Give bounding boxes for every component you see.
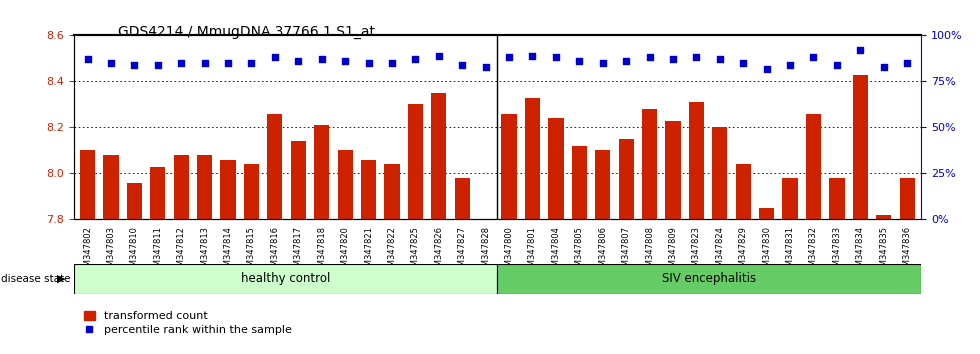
Point: [478, 64, 494, 69]
Bar: [150, 167, 166, 219]
Bar: [571, 146, 587, 219]
Point: [290, 58, 306, 64]
Bar: [736, 164, 751, 219]
Point: [524, 53, 540, 58]
Point: [782, 62, 798, 68]
Point: [665, 57, 681, 62]
Point: [173, 60, 189, 66]
Point: [337, 58, 353, 64]
Bar: [268, 114, 282, 219]
Bar: [361, 160, 376, 219]
Bar: [103, 155, 119, 219]
Bar: [876, 215, 892, 219]
Point: [103, 60, 119, 66]
Bar: [665, 120, 680, 219]
Bar: [126, 183, 142, 219]
Point: [431, 53, 447, 58]
Point: [571, 58, 587, 64]
Bar: [618, 139, 634, 219]
Bar: [525, 97, 540, 219]
Bar: [408, 104, 423, 219]
Point: [618, 58, 634, 64]
Bar: [806, 114, 821, 219]
Point: [384, 60, 400, 66]
Bar: [642, 109, 658, 219]
Bar: [829, 178, 845, 219]
Text: ▶: ▶: [57, 274, 66, 284]
Bar: [455, 178, 469, 219]
Bar: [595, 150, 611, 219]
Bar: [853, 75, 868, 219]
Bar: [502, 114, 516, 219]
Point: [689, 55, 705, 60]
Point: [642, 55, 658, 60]
Bar: [74, 264, 497, 294]
Bar: [900, 178, 914, 219]
Text: GDS4214 / MmugDNA.37766.1.S1_at: GDS4214 / MmugDNA.37766.1.S1_at: [118, 25, 374, 39]
Bar: [291, 141, 306, 219]
Point: [314, 57, 329, 62]
Text: healthy control: healthy control: [241, 272, 330, 285]
Bar: [384, 164, 400, 219]
Legend: transformed count, percentile rank within the sample: transformed count, percentile rank withi…: [79, 307, 296, 339]
Point: [197, 60, 213, 66]
Bar: [197, 155, 213, 219]
Bar: [782, 178, 798, 219]
Point: [244, 60, 260, 66]
Point: [79, 57, 95, 62]
Point: [735, 60, 751, 66]
Text: SIV encephalitis: SIV encephalitis: [662, 272, 757, 285]
Point: [220, 60, 236, 66]
Bar: [689, 102, 704, 219]
Bar: [497, 264, 921, 294]
Point: [853, 47, 868, 53]
Text: disease state: disease state: [1, 274, 71, 284]
Bar: [712, 127, 727, 219]
Point: [900, 60, 915, 66]
Bar: [80, 150, 95, 219]
Bar: [431, 93, 447, 219]
Point: [408, 57, 423, 62]
Point: [501, 55, 516, 60]
Bar: [760, 208, 774, 219]
Point: [455, 62, 470, 68]
Bar: [244, 164, 259, 219]
Point: [712, 57, 728, 62]
Bar: [220, 160, 235, 219]
Point: [759, 66, 774, 72]
Point: [150, 62, 166, 68]
Bar: [315, 125, 329, 219]
Point: [267, 55, 282, 60]
Point: [361, 60, 376, 66]
Point: [548, 55, 564, 60]
Point: [876, 64, 892, 69]
Bar: [548, 118, 564, 219]
Point: [126, 62, 142, 68]
Bar: [173, 155, 189, 219]
Point: [806, 55, 821, 60]
Point: [595, 60, 611, 66]
Bar: [337, 150, 353, 219]
Point: [829, 62, 845, 68]
